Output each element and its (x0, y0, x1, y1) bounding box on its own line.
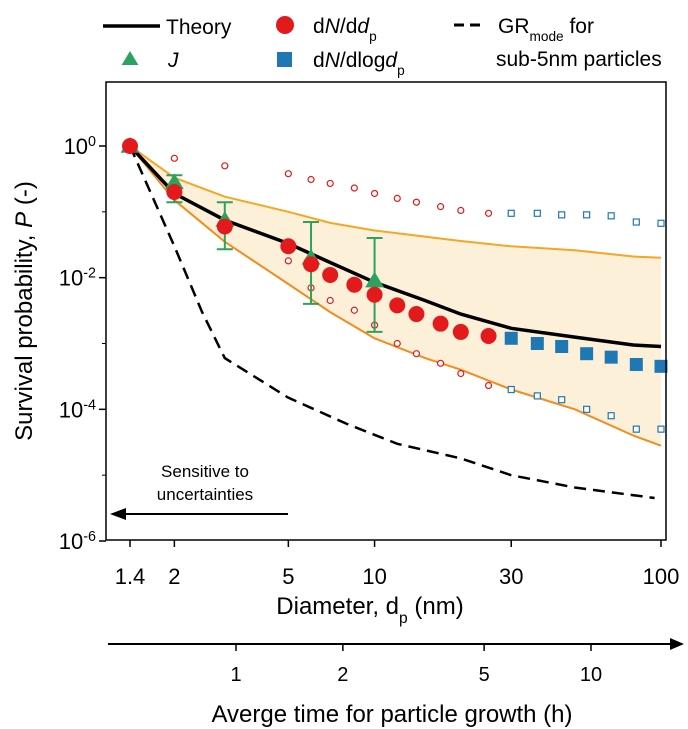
legend-gr-label: GRmode for (498, 15, 594, 44)
time-tick-label: 1 (230, 664, 241, 686)
dndd-open-lower-point (484, 381, 493, 390)
dndd-point (366, 286, 383, 303)
dndd-open-lower-point (412, 350, 421, 358)
dndd-point (408, 306, 425, 323)
dndlog-open-upper-point (583, 211, 591, 219)
dndlog-open-lower-point (607, 412, 615, 420)
x-tick-label: 1.4 (115, 564, 146, 589)
legend-dndd-label: dN/ddp (313, 15, 377, 44)
dndlog-point (604, 350, 618, 364)
dndlog-open-upper-point (632, 218, 640, 226)
time-tick-label: 5 (479, 664, 490, 686)
dndd-point (346, 276, 363, 293)
band-lower-line (129, 145, 662, 447)
dndd-point (452, 323, 469, 340)
dndlog-point (504, 331, 518, 345)
y-tick-label: 10-2 (59, 266, 96, 291)
dndd-open-lower-point (284, 257, 292, 265)
plot-frame (105, 81, 667, 541)
dndd-open-upper-point (221, 162, 229, 170)
y-tick-label: 10-6 (59, 529, 96, 554)
gr-mode-line (128, 145, 655, 500)
dndlog-open-lower-point (558, 396, 566, 404)
dndd-point (166, 184, 183, 201)
dndd-open-upper-point (284, 170, 292, 178)
dndlog-open-lower-point (583, 405, 591, 413)
band-upper-line (129, 145, 662, 259)
dndd-open-upper-point (436, 203, 445, 211)
dndd-point (280, 238, 297, 255)
dndlog-open-lower-point (507, 385, 515, 394)
legend-dndlog-swatch (277, 52, 292, 67)
y-axis-label: Survival probability, P (-) (11, 181, 38, 441)
x-tick-label: 30 (499, 564, 523, 589)
annotation-arrowhead (110, 508, 126, 520)
legend-theory-label: Theory (166, 16, 232, 39)
dndd-point (322, 266, 339, 283)
dndlog-open-upper-point (607, 212, 615, 220)
dndd-open-lower-point (326, 296, 334, 305)
dndd-point (480, 327, 497, 344)
legend-dndlog-label: dN/dlogdp (313, 49, 405, 78)
dndd-open-upper-point (412, 198, 421, 206)
dndd-point (303, 256, 320, 273)
dndd-open-upper-point (484, 209, 493, 217)
dndlog-open-upper-point (533, 209, 541, 217)
x-tick-label: 5 (282, 564, 294, 589)
dndd-open-upper-point (170, 154, 178, 162)
dndd-open-lower-point (350, 306, 358, 314)
dndlog-point (580, 347, 594, 361)
dndd-point (432, 315, 449, 332)
dndd-open-lower-point (436, 359, 445, 367)
j-point (365, 271, 385, 288)
time-tick-label: 2 (337, 664, 348, 686)
annotation-line2: uncertainties (157, 485, 253, 504)
dndd-point (389, 297, 406, 314)
x-tick-label: 100 (643, 564, 680, 589)
dndlog-open-lower-point (533, 392, 541, 400)
dndd-open-upper-point (457, 206, 465, 215)
dndlog-point (654, 359, 668, 373)
legend-dndd-swatch (276, 16, 294, 34)
x-tick-label: 10 (362, 564, 386, 589)
dndlog-open-lower-point (657, 425, 665, 433)
dndd-open-upper-point (350, 184, 358, 192)
y-tick-label: 10-4 (59, 397, 96, 422)
dndlog-open-upper-point (657, 219, 665, 227)
time-axis-label: Averge time for particle growth (h) (211, 701, 572, 728)
dndlog-open-upper-point (507, 209, 515, 217)
dndd-open-lower-point (457, 369, 465, 378)
dndd-open-upper-point (307, 175, 315, 184)
legend-gr-label-line2: sub-5nm particles (496, 48, 662, 71)
dndlog-open-upper-point (558, 211, 566, 219)
dndd-open-upper-point (393, 194, 401, 202)
dndd-point (216, 218, 233, 235)
legend-j-label: J (167, 49, 179, 72)
x-axis-label: Diameter, dp (nm) (276, 593, 463, 627)
legend-j-swatch (121, 51, 139, 65)
dndd-open-upper-point (326, 179, 334, 188)
x-tick-label: 2 (168, 564, 180, 589)
dndd-point (122, 138, 138, 154)
dndd-open-upper-point (370, 189, 379, 198)
y-tick-label: 100 (64, 134, 96, 159)
theory-line (128, 144, 662, 349)
time-tick-label: 10 (580, 664, 602, 686)
uncertainty-band (130, 146, 661, 446)
dndlog-open-lower-point (632, 425, 640, 433)
j-point (164, 173, 184, 190)
dndlog-point (555, 340, 569, 354)
dndlog-point (629, 357, 643, 371)
dndd-open-lower-point (393, 339, 401, 348)
time-axis-arrowhead (670, 638, 684, 650)
dndlog-point (530, 337, 544, 350)
annotation-line1: Sensitive to (161, 462, 249, 481)
